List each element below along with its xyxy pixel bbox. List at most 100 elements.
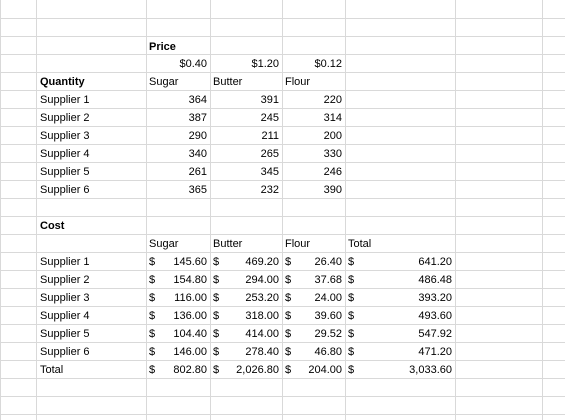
cost-amount: 471.20: [418, 346, 452, 358]
quantity-value-cell[interactable]: 200: [323, 130, 342, 142]
cost-value-cell[interactable]: $37.68: [282, 271, 345, 289]
cost-amount: 104.40: [173, 328, 207, 340]
currency-symbol: $: [285, 364, 292, 376]
price-flour-cell[interactable]: $0.12: [314, 58, 342, 70]
cost-value-cell[interactable]: $116.00: [146, 289, 210, 307]
cost-value-cell[interactable]: $104.40: [146, 325, 210, 343]
currency-symbol: $: [213, 328, 220, 340]
quantity-section-title[interactable]: Quantity: [40, 76, 85, 88]
cost-value-cell[interactable]: $3,033.60: [345, 361, 455, 379]
cost-amount: 486.48: [418, 274, 452, 286]
cost-value-cell[interactable]: $486.48: [345, 271, 455, 289]
cost-row-label[interactable]: Supplier 5: [40, 328, 90, 340]
cost-value-cell[interactable]: $154.80: [146, 271, 210, 289]
cost-value-cell[interactable]: $2,026.80: [210, 361, 282, 379]
quantity-col-header-sugar[interactable]: Sugar: [149, 76, 179, 88]
currency-symbol: $: [348, 274, 355, 286]
cost-value-cell[interactable]: $294.00: [210, 271, 282, 289]
cost-row-label[interactable]: Supplier 4: [40, 310, 90, 322]
quantity-col-header-flour[interactable]: Flour: [285, 76, 311, 88]
quantity-row-label[interactable]: Supplier 2: [40, 112, 90, 124]
currency-symbol: $: [285, 328, 292, 340]
quantity-value-cell[interactable]: 211: [261, 130, 279, 142]
currency-symbol: $: [348, 256, 355, 268]
currency-symbol: $: [149, 364, 156, 376]
cost-value-cell[interactable]: $39.60: [282, 307, 345, 325]
price-butter-cell[interactable]: $1.20: [251, 58, 279, 70]
cost-value-cell[interactable]: $146.00: [146, 343, 210, 361]
cost-value-cell[interactable]: $24.00: [282, 289, 345, 307]
quantity-value-cell[interactable]: 232: [260, 184, 279, 196]
quantity-value-cell[interactable]: 387: [188, 112, 207, 124]
currency-symbol: $: [149, 310, 156, 322]
quantity-value-cell[interactable]: 290: [188, 130, 207, 142]
quantity-value-cell[interactable]: 364: [188, 94, 207, 106]
grid-column-line: [0, 0, 1, 420]
grid-column-line: [210, 0, 211, 420]
currency-symbol: $: [149, 274, 156, 286]
quantity-row-label[interactable]: Supplier 4: [40, 148, 90, 160]
cost-value-cell[interactable]: $802.80: [146, 361, 210, 379]
quantity-value-cell[interactable]: 345: [260, 166, 279, 178]
cost-value-cell[interactable]: $145.60: [146, 253, 210, 271]
cost-col-header-sugar[interactable]: Sugar: [149, 238, 179, 250]
cost-amount: 146.00: [173, 346, 207, 358]
cost-value-cell[interactable]: $204.00: [282, 361, 345, 379]
quantity-row-label[interactable]: Supplier 6: [40, 184, 90, 196]
currency-symbol: $: [213, 274, 220, 286]
currency-symbol: $: [149, 346, 156, 358]
cost-value-cell[interactable]: $641.20: [345, 253, 455, 271]
cost-value-cell[interactable]: $278.40: [210, 343, 282, 361]
currency-symbol: $: [149, 328, 156, 340]
cost-amount: 145.60: [173, 256, 207, 268]
quantity-value-cell[interactable]: 245: [260, 112, 279, 124]
cost-row-label[interactable]: Total: [40, 364, 64, 376]
quantity-value-cell[interactable]: 220: [323, 94, 342, 106]
quantity-value-cell[interactable]: 261: [188, 166, 207, 178]
quantity-row-label[interactable]: Supplier 1: [40, 94, 90, 106]
price-sugar-cell[interactable]: $0.40: [179, 58, 207, 70]
quantity-value-cell[interactable]: 330: [323, 148, 342, 160]
currency-symbol: $: [213, 256, 220, 268]
price-section-title[interactable]: Price: [149, 41, 176, 53]
cost-value-cell[interactable]: $29.52: [282, 325, 345, 343]
cost-amount: 204.00: [308, 364, 342, 376]
cost-value-cell[interactable]: $493.60: [345, 307, 455, 325]
cost-section-title[interactable]: Cost: [40, 220, 65, 232]
cost-value-cell[interactable]: $46.80: [282, 343, 345, 361]
cost-row-label[interactable]: Supplier 1: [40, 256, 90, 268]
cost-row-label[interactable]: Supplier 3: [40, 292, 90, 304]
cost-value-cell[interactable]: $469.20: [210, 253, 282, 271]
cost-row-label[interactable]: Supplier 2: [40, 274, 90, 286]
quantity-value-cell[interactable]: 340: [188, 148, 207, 160]
cost-value-cell[interactable]: $26.40: [282, 253, 345, 271]
quantity-col-header-butter[interactable]: Butter: [213, 76, 243, 88]
quantity-value-cell[interactable]: 391: [260, 94, 279, 106]
quantity-row-label[interactable]: Supplier 3: [40, 130, 90, 142]
grid-column-line: [542, 0, 543, 420]
quantity-value-cell[interactable]: 265: [260, 148, 279, 160]
currency-symbol: $: [348, 346, 355, 358]
cost-value-cell[interactable]: $547.92: [345, 325, 455, 343]
cost-value-cell[interactable]: $253.20: [210, 289, 282, 307]
cost-col-header-butter[interactable]: Butter: [213, 238, 243, 250]
cost-col-header-total[interactable]: Total: [348, 238, 372, 250]
cost-amount: 547.92: [418, 328, 452, 340]
cost-value-cell[interactable]: $318.00: [210, 307, 282, 325]
cost-amount: 493.60: [418, 310, 452, 322]
cost-amount: 393.20: [418, 292, 452, 304]
quantity-value-cell[interactable]: 390: [323, 184, 342, 196]
quantity-value-cell[interactable]: 314: [323, 112, 342, 124]
cost-row-label[interactable]: Supplier 6: [40, 346, 90, 358]
cost-value-cell[interactable]: $393.20: [345, 289, 455, 307]
quantity-row-label[interactable]: Supplier 5: [40, 166, 90, 178]
cost-amount: 154.80: [173, 274, 207, 286]
quantity-value-cell[interactable]: 246: [323, 166, 342, 178]
cost-value-cell[interactable]: $136.00: [146, 307, 210, 325]
cost-value-cell[interactable]: $414.00: [210, 325, 282, 343]
quantity-value-cell[interactable]: 365: [188, 184, 207, 196]
cost-value-cell[interactable]: $471.20: [345, 343, 455, 361]
cost-amount: 3,033.60: [409, 364, 452, 376]
cost-col-header-flour[interactable]: Flour: [285, 238, 311, 250]
